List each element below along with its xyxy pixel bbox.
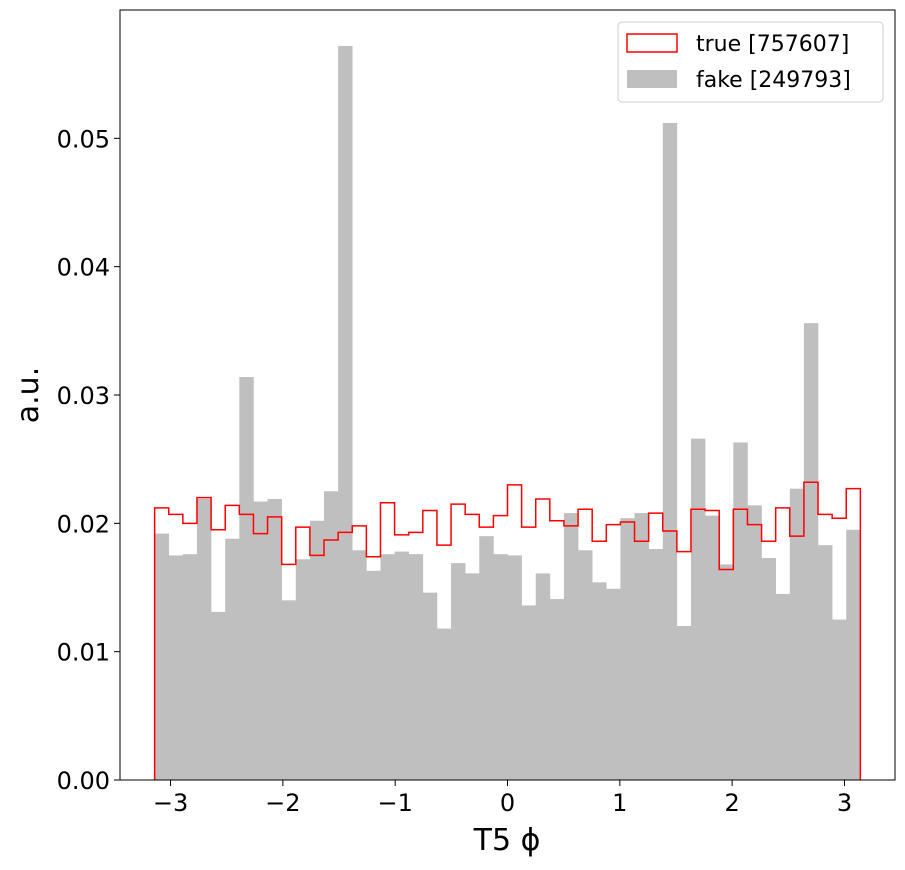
- fake-bar: [747, 505, 762, 780]
- fake-bar: [168, 555, 184, 780]
- fake-bar: [719, 564, 734, 780]
- fake-bar: [394, 551, 409, 780]
- true-step-line: [153, 481, 862, 780]
- fake-bar: [352, 550, 367, 780]
- fake-bar: [465, 573, 480, 780]
- legend-fake-swatch: [627, 70, 677, 88]
- fake-bar: [521, 605, 537, 780]
- fake-bar: [253, 501, 268, 780]
- y-tick-label: 0.02: [57, 510, 110, 538]
- fake-bar: [436, 628, 452, 780]
- fake-bar: [239, 377, 254, 780]
- legend-true-label: true [757607]: [696, 32, 849, 57]
- fake-bar: [211, 611, 226, 780]
- fake-bar: [662, 122, 678, 780]
- y-tick-label: 0.01: [57, 639, 110, 667]
- fake-bars: [154, 45, 861, 780]
- fake-bar: [818, 545, 833, 780]
- fake-bar: [422, 592, 438, 780]
- fake-bar: [705, 515, 720, 780]
- fake-bar: [366, 570, 381, 780]
- fake-bar: [267, 498, 282, 780]
- y-axis: 0.00 0.01 0.02 0.03 0.04 0.05: [57, 125, 120, 795]
- fake-bar: [338, 45, 353, 780]
- fake-bar: [225, 538, 240, 780]
- fake-bar: [648, 549, 664, 780]
- fake-bar: [451, 563, 466, 780]
- y-axis-label: a.u.: [11, 367, 46, 423]
- fake-bar: [196, 498, 212, 780]
- fake-bar: [493, 554, 508, 780]
- x-tick-label: 1: [612, 789, 627, 817]
- fake-bar: [479, 536, 494, 780]
- y-tick-label: 0.05: [57, 125, 110, 153]
- y-tick-label: 0.00: [57, 767, 110, 795]
- fake-bar: [606, 588, 621, 780]
- fake-bar: [775, 593, 791, 780]
- x-tick-label: 2: [724, 789, 739, 817]
- x-axis-label: T5 ϕ: [473, 823, 541, 858]
- legend-true-swatch: [626, 33, 678, 53]
- legend-fake-label: fake [249793]: [696, 68, 851, 93]
- fake-bar: [549, 599, 565, 780]
- fake-bar: [309, 520, 325, 780]
- x-tick-label: 3: [837, 789, 852, 817]
- fake-bar: [761, 557, 776, 780]
- fake-bar: [295, 559, 311, 780]
- fake-bar: [634, 513, 649, 780]
- legend-box: [617, 21, 884, 103]
- x-axis: −3 −2 −1 0 1 2 3: [153, 780, 852, 817]
- fake-bar: [803, 323, 819, 780]
- fake-bar: [182, 554, 198, 780]
- fake-bar: [507, 555, 522, 780]
- fake-bar: [281, 600, 297, 780]
- fake-bar: [408, 554, 424, 780]
- fake-bar: [154, 533, 170, 780]
- fake-bar: [324, 491, 339, 780]
- fake-bar: [733, 442, 748, 780]
- fake-bar: [592, 582, 607, 780]
- y-tick-label: 0.03: [57, 382, 110, 410]
- x-tick-label: 0: [500, 789, 515, 817]
- fake-bar: [789, 488, 805, 780]
- x-tick-label: −2: [265, 789, 300, 817]
- fake-bar: [535, 573, 551, 780]
- fake-bar: [690, 438, 706, 780]
- fake-bar: [832, 619, 847, 780]
- legend: true [757607] fake [249793]: [617, 21, 884, 103]
- fake-bar: [620, 518, 635, 780]
- fake-bar: [563, 513, 579, 780]
- fake-bar: [846, 529, 861, 780]
- fake-bar: [578, 550, 593, 780]
- y-tick-label: 0.04: [57, 254, 110, 282]
- fake-bar: [380, 554, 395, 780]
- x-tick-label: −1: [377, 789, 412, 817]
- x-tick-label: −3: [153, 789, 188, 817]
- fake-bar: [676, 626, 692, 780]
